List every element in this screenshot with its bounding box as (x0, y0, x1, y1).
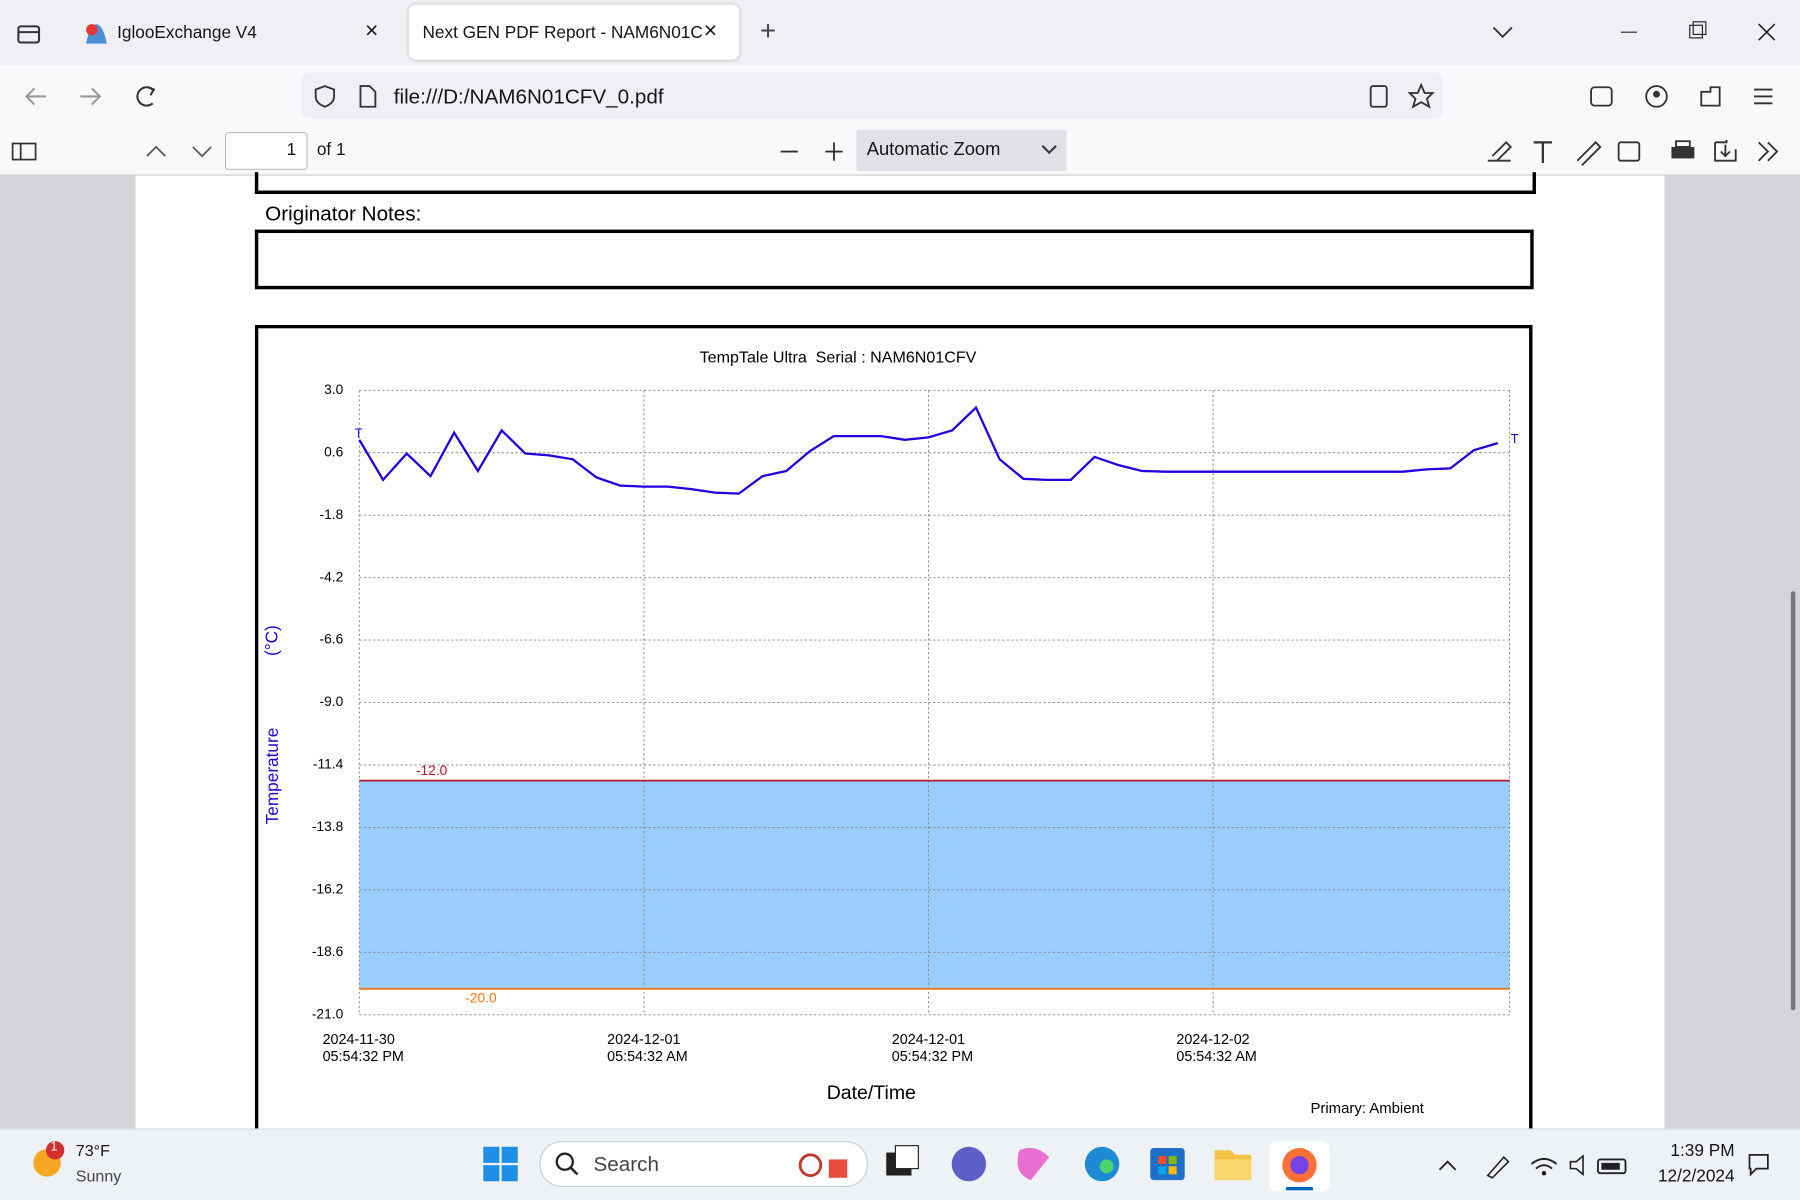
y-tick-label: 0.6 (324, 444, 343, 459)
y-tick-label: -18.6 (312, 944, 344, 959)
page-input[interactable] (225, 132, 308, 170)
x-tick-label: 05:54:32 AM (1176, 1049, 1256, 1065)
field-box (254, 172, 1536, 195)
zoom-select[interactable] (856, 129, 1067, 172)
weather-icon[interactable] (30, 1139, 69, 1185)
url-icons (314, 85, 377, 108)
new-tab[interactable]: + (759, 16, 777, 48)
x-tick-label: 05:54:32 PM (323, 1049, 404, 1065)
tab-close[interactable]: × (703, 18, 718, 44)
x-tick-label: 2024-12-01 (607, 1032, 680, 1048)
zoom-buttons[interactable] (776, 138, 845, 166)
end-mark: T (1511, 432, 1519, 446)
search-box[interactable] (539, 1141, 868, 1187)
y-tick-label: -21.0 (312, 1006, 344, 1021)
system-tray[interactable] (1435, 1150, 1642, 1180)
page-count: of 1 (316, 140, 346, 160)
y-tick-label: -6.6 (320, 632, 344, 647)
y-tick-label: 3.0 (324, 382, 343, 397)
weather-badge: 1 (50, 1139, 58, 1154)
tab-strip (0, 0, 1800, 66)
x-tick-label: 2024-12-01 (892, 1032, 965, 1048)
search-icon (555, 1152, 579, 1176)
limit-label: -12.0 (416, 763, 448, 778)
limit-band (359, 780, 1510, 989)
limit-label: -20.0 (465, 991, 497, 1006)
clock-date: 12/2/2024 (1657, 1166, 1735, 1186)
pdf-tool-icons[interactable] (1483, 135, 1793, 167)
x-tick-label: 05:54:32 PM (892, 1049, 973, 1065)
y-tick-label: -1.8 (320, 507, 344, 522)
tab-favicon (86, 24, 107, 44)
url-text: file:///D:/NAM6N01CFV_0.pdf (393, 84, 664, 108)
chart-frame (254, 324, 1533, 1129)
pdf-nav-icons[interactable] (9, 138, 216, 166)
notifications[interactable] (1745, 1150, 1773, 1178)
x-tick-label: 2024-11-30 (323, 1032, 395, 1048)
x-axis-label: Date/Time (827, 1082, 916, 1104)
nav-buttons[interactable] (21, 83, 170, 111)
taskbar-apps[interactable] (882, 1141, 1341, 1192)
notes-box (254, 229, 1534, 290)
x-tick-label: 05:54:32 AM (607, 1049, 687, 1065)
scrollbar-thumb[interactable] (1790, 591, 1796, 1011)
active-tab[interactable] (408, 4, 740, 60)
tab-title: Next GEN PDF Report - NAM6N01C (422, 22, 703, 43)
y-axis-unit: (°C) (262, 625, 282, 656)
zoom-chevron (1041, 145, 1057, 155)
start-button[interactable] (482, 1146, 519, 1183)
page-number: 1 (286, 140, 297, 160)
y-tick-label: -4.2 (320, 569, 344, 584)
url-field[interactable] (301, 72, 1443, 119)
reader-bookmark[interactable] (1366, 82, 1435, 111)
tab-list-icon[interactable] (16, 21, 44, 46)
tab-close[interactable]: × (365, 18, 379, 44)
window-controls[interactable] (1614, 18, 1786, 46)
weather-temp: 73°F (75, 1141, 110, 1160)
weather-condition: Sunny (75, 1166, 122, 1185)
tab-overflow[interactable] (1490, 23, 1515, 41)
y-tick-label: -16.2 (312, 882, 343, 897)
search-highlight (798, 1153, 848, 1178)
y-tick-label: -9.0 (320, 694, 344, 709)
x-tick-label: 2024-12-02 (1176, 1032, 1249, 1048)
tab-title: IglooExchange V4 (117, 22, 257, 43)
chart: TempTale Ultra Serial : NAM6N01CFV Tempe… (254, 324, 1533, 1129)
chart-title: TempTale Ultra Serial : NAM6N01CFV (700, 348, 977, 366)
y-axis-label: Temperature (262, 728, 282, 825)
toolbar-icons[interactable] (1586, 83, 1781, 111)
zoom-text: Automatic Zoom (866, 140, 1001, 160)
footnote: Primary: Ambient (1310, 1100, 1424, 1117)
end-mark: T (355, 426, 363, 440)
y-tick-label: -13.8 (312, 819, 344, 834)
clock-time: 1:39 PM (1670, 1141, 1735, 1161)
y-tick-label: -11.4 (313, 757, 344, 772)
search-placeholder: Search (593, 1152, 659, 1176)
series-line (358, 405, 1499, 495)
notes-label: Originator Notes: (265, 202, 422, 226)
